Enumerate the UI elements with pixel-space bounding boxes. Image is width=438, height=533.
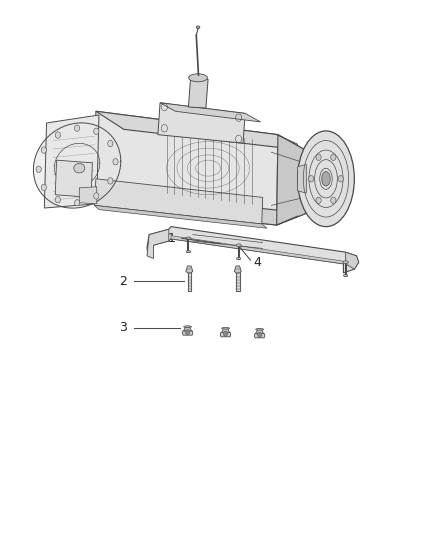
Ellipse shape [196, 26, 200, 29]
Polygon shape [234, 266, 241, 273]
Circle shape [74, 200, 80, 206]
Text: 2: 2 [120, 275, 127, 288]
Ellipse shape [74, 164, 85, 173]
Polygon shape [220, 333, 231, 337]
Polygon shape [33, 123, 121, 208]
Polygon shape [186, 266, 193, 273]
Polygon shape [160, 103, 261, 122]
Circle shape [108, 140, 113, 147]
Polygon shape [95, 111, 278, 225]
Circle shape [41, 184, 46, 191]
Circle shape [316, 154, 321, 160]
Ellipse shape [237, 257, 241, 260]
Polygon shape [346, 252, 359, 269]
Ellipse shape [186, 251, 191, 253]
Ellipse shape [189, 74, 208, 82]
Polygon shape [222, 328, 230, 333]
Circle shape [55, 197, 60, 203]
Ellipse shape [322, 172, 330, 186]
Circle shape [113, 158, 118, 165]
Circle shape [36, 166, 41, 173]
Polygon shape [95, 205, 267, 228]
Polygon shape [147, 229, 169, 259]
Ellipse shape [343, 261, 348, 264]
Polygon shape [55, 160, 92, 197]
Polygon shape [187, 271, 191, 292]
Circle shape [74, 125, 80, 131]
Circle shape [41, 147, 46, 154]
Polygon shape [297, 165, 306, 193]
Polygon shape [188, 78, 208, 108]
Ellipse shape [186, 237, 191, 240]
Ellipse shape [184, 326, 191, 328]
Polygon shape [256, 329, 264, 334]
Polygon shape [254, 334, 265, 338]
Polygon shape [277, 135, 306, 225]
Circle shape [331, 197, 336, 204]
Text: 4: 4 [253, 256, 261, 269]
Ellipse shape [343, 274, 348, 277]
Polygon shape [171, 236, 343, 264]
Polygon shape [95, 193, 306, 225]
Circle shape [316, 197, 321, 204]
Circle shape [94, 128, 99, 134]
Polygon shape [79, 187, 97, 204]
Circle shape [331, 154, 336, 160]
Text: 3: 3 [120, 321, 127, 334]
Circle shape [223, 331, 228, 336]
Text: 1: 1 [167, 232, 175, 245]
Polygon shape [158, 103, 245, 143]
Ellipse shape [222, 327, 230, 329]
Ellipse shape [236, 244, 241, 247]
Circle shape [338, 175, 343, 182]
Circle shape [185, 329, 190, 335]
Polygon shape [184, 327, 191, 331]
Polygon shape [236, 271, 240, 292]
Circle shape [108, 177, 113, 184]
Ellipse shape [256, 328, 264, 330]
Circle shape [55, 132, 60, 138]
Polygon shape [44, 115, 99, 208]
Ellipse shape [297, 131, 354, 227]
Polygon shape [95, 179, 263, 224]
Polygon shape [147, 227, 359, 273]
Polygon shape [182, 331, 193, 335]
Circle shape [94, 193, 99, 199]
Circle shape [258, 332, 262, 337]
Circle shape [309, 175, 314, 182]
Polygon shape [96, 111, 306, 151]
